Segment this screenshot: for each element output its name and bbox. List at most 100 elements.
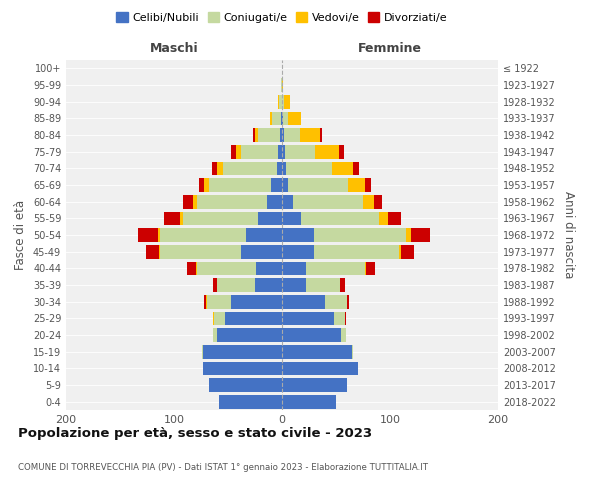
Bar	[253, 128, 255, 142]
Bar	[213, 328, 217, 342]
Bar	[199, 178, 204, 192]
Bar	[282, 162, 286, 175]
Bar	[365, 262, 366, 275]
Bar	[282, 395, 336, 408]
Bar	[223, 162, 277, 175]
Text: Maschi: Maschi	[149, 42, 199, 55]
Bar	[289, 178, 348, 192]
Bar	[208, 295, 231, 308]
Bar	[139, 228, 158, 242]
Bar	[325, 295, 347, 308]
Bar	[353, 162, 359, 175]
Bar	[282, 245, 314, 258]
Bar	[410, 228, 430, 242]
Bar	[196, 262, 197, 275]
Bar	[365, 178, 371, 192]
Bar	[214, 312, 225, 325]
Bar	[281, 78, 282, 92]
Bar	[203, 345, 282, 358]
Bar	[282, 328, 341, 342]
Bar	[197, 262, 256, 275]
Bar	[282, 95, 284, 108]
Bar	[217, 328, 282, 342]
Bar	[258, 128, 280, 142]
Bar	[193, 195, 197, 208]
Bar	[316, 145, 339, 158]
Bar	[272, 112, 281, 125]
Bar	[203, 362, 282, 375]
Bar	[289, 112, 301, 125]
Bar	[293, 195, 363, 208]
Bar	[158, 228, 160, 242]
Bar	[282, 78, 283, 92]
Bar	[284, 95, 290, 108]
Bar	[339, 145, 344, 158]
Bar	[209, 178, 271, 192]
Bar	[301, 212, 379, 225]
Bar	[202, 345, 203, 358]
Bar	[286, 162, 332, 175]
Bar	[282, 312, 334, 325]
Bar	[398, 245, 401, 258]
Bar	[282, 145, 285, 158]
Bar	[236, 145, 241, 158]
Bar	[401, 245, 414, 258]
Bar	[363, 195, 374, 208]
Bar	[282, 345, 352, 358]
Bar	[282, 178, 289, 192]
Bar	[285, 145, 316, 158]
Y-axis label: Fasce di età: Fasce di età	[14, 200, 27, 270]
Bar	[352, 345, 353, 358]
Bar	[204, 295, 206, 308]
Bar	[267, 195, 282, 208]
Bar	[282, 378, 347, 392]
Bar	[340, 278, 344, 292]
Bar	[209, 378, 282, 392]
Bar	[241, 245, 282, 258]
Bar	[282, 112, 283, 125]
Bar	[278, 145, 282, 158]
Bar	[225, 312, 282, 325]
Bar	[182, 212, 258, 225]
Bar	[187, 262, 196, 275]
Bar	[164, 212, 181, 225]
Text: Popolazione per età, sesso e stato civile - 2023: Popolazione per età, sesso e stato civil…	[18, 428, 372, 440]
Bar	[366, 262, 375, 275]
Bar	[271, 178, 282, 192]
Bar	[341, 328, 346, 342]
Bar	[314, 245, 398, 258]
Bar	[213, 312, 214, 325]
Bar	[306, 262, 365, 275]
Bar	[379, 212, 388, 225]
Bar	[258, 212, 282, 225]
Bar	[206, 295, 208, 308]
Bar	[344, 312, 346, 325]
Bar	[160, 228, 247, 242]
Bar	[277, 162, 282, 175]
Bar	[282, 362, 358, 375]
Bar	[279, 95, 282, 108]
Bar	[332, 162, 353, 175]
Bar	[270, 112, 272, 125]
Bar	[281, 112, 282, 125]
Bar	[278, 95, 279, 108]
Bar	[406, 228, 410, 242]
Bar	[282, 262, 306, 275]
Bar	[301, 128, 320, 142]
Text: COMUNE DI TORREVECCHIA PIA (PV) - Dati ISTAT 1° gennaio 2023 - Elaborazione TUTT: COMUNE DI TORREVECCHIA PIA (PV) - Dati I…	[18, 462, 428, 471]
Bar	[255, 278, 282, 292]
Bar	[255, 128, 258, 142]
Bar	[220, 395, 282, 408]
Bar	[204, 178, 209, 192]
Bar	[197, 195, 267, 208]
Bar	[282, 212, 301, 225]
Bar	[217, 162, 223, 175]
Bar	[306, 278, 340, 292]
Bar	[283, 112, 289, 125]
Bar	[314, 228, 406, 242]
Bar	[181, 212, 182, 225]
Bar	[231, 295, 282, 308]
Bar	[182, 195, 193, 208]
Bar	[282, 228, 314, 242]
Bar	[213, 278, 217, 292]
